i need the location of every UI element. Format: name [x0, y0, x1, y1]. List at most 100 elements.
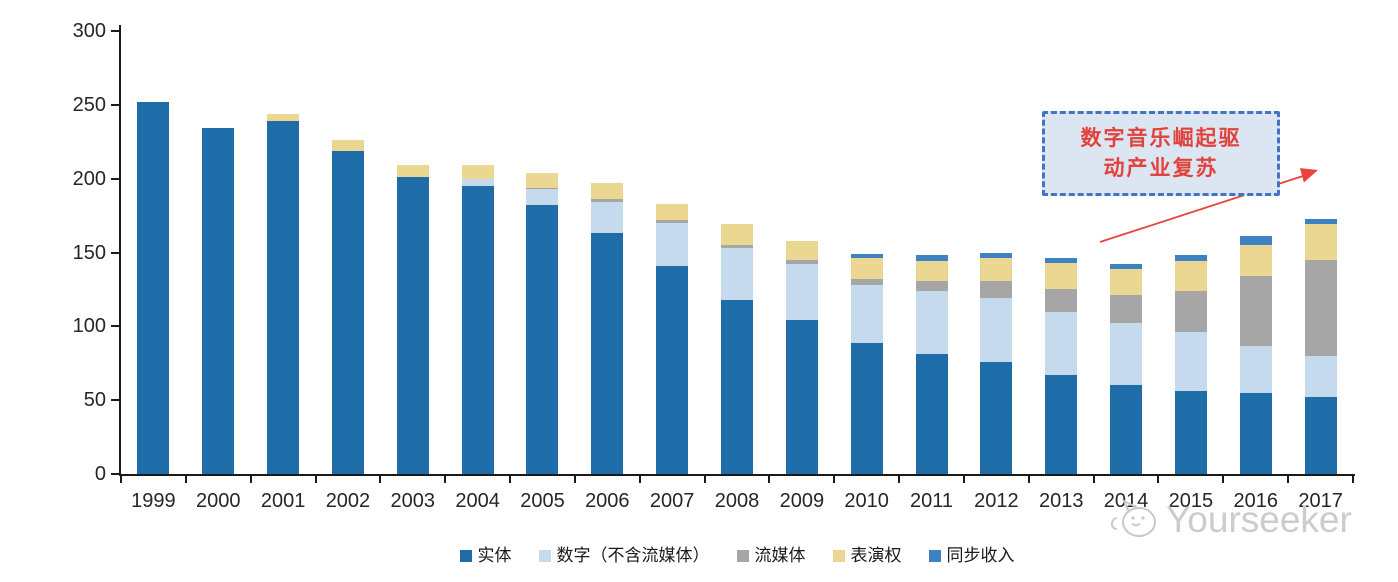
bar-segment-2007: [656, 220, 689, 223]
x-axis-tick: [1092, 474, 1095, 483]
x-axis-tick-label: 2009: [779, 490, 825, 512]
bar-segment-2015: [1174, 391, 1207, 474]
x-axis-tick: [898, 474, 901, 483]
bar-segment-2015: [1174, 261, 1207, 291]
y-axis-tick: [111, 399, 119, 402]
legend-label: 同步收入: [946, 546, 1015, 565]
bar-segment-2005: [526, 187, 559, 189]
x-axis-tick: [1222, 474, 1225, 483]
legend-label: 表演权: [850, 546, 902, 565]
legend-label: 流媒体: [754, 546, 806, 565]
x-axis-tick-label: 2008: [714, 490, 760, 512]
bar-segment-2000: [202, 128, 235, 474]
y-axis-tick-label: 100: [72, 315, 106, 338]
bar-segment-2006: [591, 199, 624, 203]
legend-item: 数字（不含流媒体）: [538, 546, 710, 565]
x-axis-tick: [184, 474, 187, 483]
bar-segment-2011: [915, 280, 948, 291]
x-axis-tick-label: 1999: [131, 490, 176, 512]
x-axis-tick: [120, 474, 122, 483]
legend-swatch-icon: [736, 550, 749, 562]
annotation-text-line-1: 数字音乐崛起驱: [1080, 126, 1242, 150]
bar-segment-2015: [1174, 332, 1207, 392]
bar-segment-2012: [980, 258, 1013, 281]
bar-segment-2017: [1304, 224, 1337, 260]
bar-segment-2006: [591, 183, 624, 200]
x-axis-tick: [573, 474, 576, 483]
bar-segment-2010: [850, 342, 883, 474]
bar-segment-2005: [526, 172, 559, 188]
legend-swatch-icon: [459, 550, 472, 562]
x-axis-tick-label: 2016: [1233, 490, 1278, 512]
bar-segment-2010: [850, 279, 883, 285]
legend-label: 实体: [477, 546, 512, 565]
y-axis-tick: [111, 325, 119, 328]
bar-segment-2002: [331, 150, 364, 474]
x-axis-tick-label: 2010: [844, 490, 889, 512]
legend-label: 数字（不含流媒体）: [556, 546, 710, 565]
x-axis-tick-label: 2000: [196, 490, 241, 512]
bar-segment-2010: [850, 253, 883, 259]
x-axis-tick: [314, 474, 317, 483]
bar-segment-2009: [785, 259, 818, 265]
bar-segment-2015: [1174, 290, 1207, 333]
bar-segment-2004: [461, 186, 494, 474]
y-axis-tick-label: 300: [72, 20, 106, 42]
bar-segment-2012: [980, 361, 1013, 474]
bar-segment-2012: [980, 252, 1013, 259]
legend: 实体 数字（不含流媒体） 流媒体 表演权 同步收入: [121, 543, 1353, 569]
bar-segment-2009: [785, 320, 818, 474]
bar-segment-2012: [980, 298, 1013, 362]
bar-segment-2017: [1304, 259, 1337, 356]
legend-item: 流媒体: [736, 546, 806, 565]
legend-item: 表演权: [832, 546, 902, 565]
x-axis-tick: [833, 474, 836, 483]
legend-swatch-icon: [928, 550, 941, 562]
bar-segment-2003: [396, 165, 429, 178]
x-axis-tick: [1287, 474, 1290, 483]
bar-segment-2001: [267, 121, 300, 474]
y-axis-tick: [111, 251, 119, 254]
x-axis-tick-label: 2015: [1168, 490, 1214, 512]
x-axis-tick-label: 2013: [1038, 490, 1084, 512]
x-axis-tick: [768, 474, 771, 483]
yourseeker-logo-icon: [1110, 498, 1156, 537]
legend-item: 实体: [459, 546, 512, 565]
bar-segment-2005: [526, 189, 559, 206]
bar-segment-2014: [1110, 323, 1143, 386]
y-axis-line: [119, 25, 121, 476]
y-axis-tick: [111, 103, 119, 106]
bar-segment-2006: [591, 202, 624, 234]
bar-segment-2016: [1239, 245, 1272, 277]
bar-segment-2011: [915, 354, 948, 474]
x-axis-tick: [962, 474, 965, 483]
legend-item: 同步收入: [928, 546, 1015, 565]
y-axis-tick: [111, 177, 119, 180]
bar-segment-2010: [850, 258, 883, 280]
bar-segment-2016: [1239, 236, 1272, 246]
bar-segment-2010: [850, 284, 883, 343]
x-axis-tick-label: 2017: [1298, 490, 1343, 512]
bar-segment-2011: [915, 290, 948, 355]
legend-swatch-icon: [832, 550, 845, 562]
bar-segment-2013: [1045, 289, 1078, 312]
x-axis-tick: [1027, 474, 1030, 483]
x-axis-tick-label: 2005: [520, 490, 565, 512]
x-axis-tick: [249, 474, 252, 483]
x-axis-tick: [1352, 474, 1354, 483]
y-axis-tick: [111, 30, 119, 32]
x-axis-tick-label: 2012: [974, 490, 1019, 512]
bar-segment-2012: [980, 280, 1013, 299]
bar-segment-2013: [1045, 258, 1078, 263]
bar-segment-2008: [721, 248, 753, 300]
y-axis-tick-label: 250: [72, 93, 106, 116]
annotation-box: 数字音乐崛起驱 动产业复苏: [1042, 111, 1280, 196]
bar-segment-2009: [785, 240, 818, 260]
bar-segment-2008: [721, 299, 753, 474]
y-axis-tick-label: 200: [72, 167, 106, 190]
bar-segment-2013: [1045, 311, 1078, 376]
bar-segment-2014: [1110, 295, 1143, 324]
bar-segment-2016: [1239, 392, 1272, 474]
watermark-text: Yourseeker: [1166, 499, 1352, 540]
